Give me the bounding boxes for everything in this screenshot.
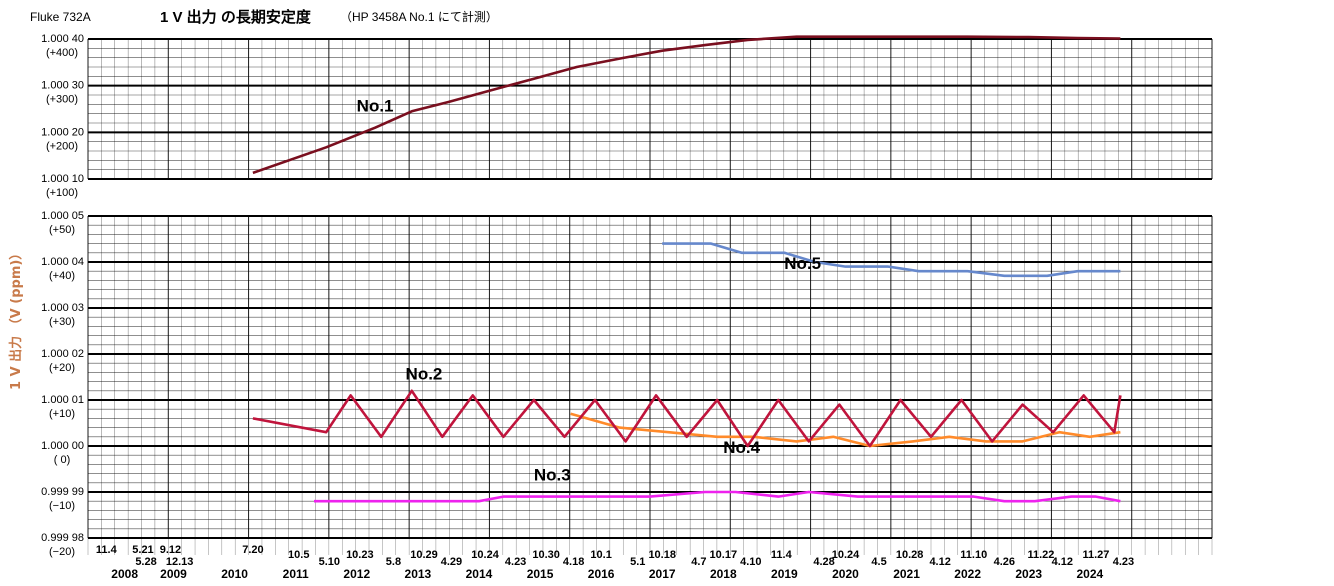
- x-year-label: 2016: [588, 567, 615, 581]
- title-note: （HP 3458A No.1 にて計測）: [340, 9, 498, 24]
- x-date-label: 4.23: [505, 556, 526, 568]
- x-date-label: 5.10: [319, 556, 340, 568]
- x-date-label: 4.23: [1113, 556, 1134, 568]
- y-tick-label: 1.000 10: [41, 173, 84, 185]
- x-date-label: 4.28: [813, 556, 834, 568]
- x-year-label: 2019: [771, 567, 798, 581]
- x-date-label: 10.28: [896, 549, 924, 561]
- x-year-label: 2018: [710, 567, 737, 581]
- y-axis-label: 1 V 出力 （V (ppm)）: [8, 247, 24, 390]
- x-date-label: 5.8: [386, 556, 401, 568]
- grid: [87, 38, 1213, 555]
- x-year-label: 2023: [1015, 567, 1042, 581]
- y-tick-sublabel: (−20): [49, 546, 75, 558]
- series-label: No.2: [406, 364, 443, 383]
- x-date-label: 11.4: [771, 549, 793, 561]
- x-date-label: 10.30: [532, 549, 560, 561]
- x-date-label: 9.12: [160, 544, 181, 556]
- series: [252, 35, 1122, 503]
- y-tick-label: 1.000 30: [41, 80, 84, 92]
- x-date-label: 4.29: [441, 556, 462, 568]
- x-year-label: 2009: [160, 567, 187, 581]
- x-date-label: 10.5: [288, 549, 309, 561]
- series-label: No.3: [534, 466, 571, 485]
- series-no1: [252, 35, 1121, 175]
- x-date-label: 4.26: [994, 556, 1015, 568]
- x-date-label: 4.18: [563, 556, 584, 568]
- title-main: 1 V 出力 の長期安定度: [160, 8, 312, 26]
- series-label: No.1: [357, 96, 394, 115]
- y-tick-label: 1.000 03: [41, 302, 84, 314]
- x-date-label: 5.1: [630, 556, 645, 568]
- y-tick-label: 1.000 01: [41, 394, 84, 406]
- x-year-label: 2008: [111, 567, 138, 581]
- x-date-label: 4.12: [1052, 556, 1073, 568]
- x-date-label: 10.1: [590, 549, 611, 561]
- x-date-label: 11.22: [1027, 549, 1054, 561]
- series-labels: No.5 No.4 No.2 No.3 No.1: [357, 96, 821, 484]
- x-year-label: 2017: [649, 567, 676, 581]
- x-date-label: 11.4: [96, 544, 118, 556]
- x-date-label: 12.13: [166, 556, 194, 568]
- x-date-label: 10.17: [710, 549, 738, 561]
- y-tick-labels: 1.000 40 (+400) 1.000 30 (+300) 1.000 20 (+20…: [41, 33, 84, 558]
- y-tick-label: 1.000 05: [41, 210, 84, 222]
- x-year-label: 2015: [527, 567, 554, 581]
- y-tick-sublabel: (+300): [46, 94, 78, 106]
- x-date-label: 5.21: [132, 544, 153, 556]
- x-date-label: 10.23: [346, 549, 374, 561]
- series-no3: [314, 490, 1121, 503]
- x-year-label: 2013: [405, 567, 432, 581]
- y-tick-sublabel: (+20): [49, 362, 75, 374]
- series-no2: [252, 389, 1122, 448]
- y-tick-sublabel: (+100): [46, 187, 78, 199]
- x-year-label: 2011: [283, 567, 309, 581]
- x-year-label: 2014: [466, 567, 493, 581]
- x-year-label: 2020: [832, 567, 859, 581]
- y-tick-label: 1.000 20: [41, 126, 84, 138]
- y-tick-label: 0.999 98: [41, 532, 84, 544]
- y-tick-label: 1.000 40: [41, 33, 84, 45]
- x-date-label: 5.28: [135, 556, 156, 568]
- x-date-label: 4.10: [740, 556, 761, 568]
- chart-title: Fluke 732A 1 V 出力 の長期安定度 （HP 3458A No.1 …: [30, 8, 498, 26]
- series-no5: [662, 242, 1121, 278]
- series-label: No.5: [784, 254, 821, 273]
- y-tick-sublabel: (+200): [46, 140, 78, 152]
- x-year-label: 2021: [893, 567, 920, 581]
- x-year-label: 2010: [221, 567, 248, 581]
- x-date-label: 10.24: [471, 549, 499, 561]
- x-date-label: 10.24: [832, 549, 860, 561]
- x-date-label: 10.29: [410, 549, 438, 561]
- title-model: Fluke 732A: [30, 10, 91, 24]
- x-year-label: 2022: [954, 567, 981, 581]
- x-date-label: 4.7: [691, 556, 706, 568]
- x-date-label: 7.20: [242, 544, 263, 556]
- x-date-label: 4.12: [929, 556, 950, 568]
- y-tick-sublabel: ( 0): [54, 454, 71, 466]
- x-year-label: 2012: [343, 567, 370, 581]
- y-tick-label: 1.000 02: [41, 348, 84, 360]
- series-label: No.4: [723, 438, 760, 457]
- y-tick-sublabel: (+30): [49, 316, 75, 328]
- x-date-label: 11.27: [1082, 549, 1109, 561]
- x-year-label: 2024: [1076, 567, 1103, 581]
- y-tick-label: 0.999 99: [41, 486, 84, 498]
- y-tick-sublabel: (+50): [49, 224, 75, 236]
- y-tick-sublabel: (+400): [46, 47, 78, 59]
- y-tick-label: 1.000 04: [41, 256, 84, 268]
- x-date-label: 10.18: [648, 549, 676, 561]
- x-tick-labels: 11.4 5.21 9.12 5.28 12.13 7.20 10.5 5.10 10.23 5.…: [96, 544, 1134, 581]
- y-tick-sublabel: (−10): [49, 500, 75, 512]
- x-date-label: 11.10: [960, 549, 987, 561]
- y-tick-sublabel: (+10): [49, 408, 75, 420]
- x-date-label: 4.5: [871, 556, 886, 568]
- y-tick-sublabel: (+40): [49, 270, 75, 282]
- y-tick-label: 1.000 00: [41, 440, 84, 452]
